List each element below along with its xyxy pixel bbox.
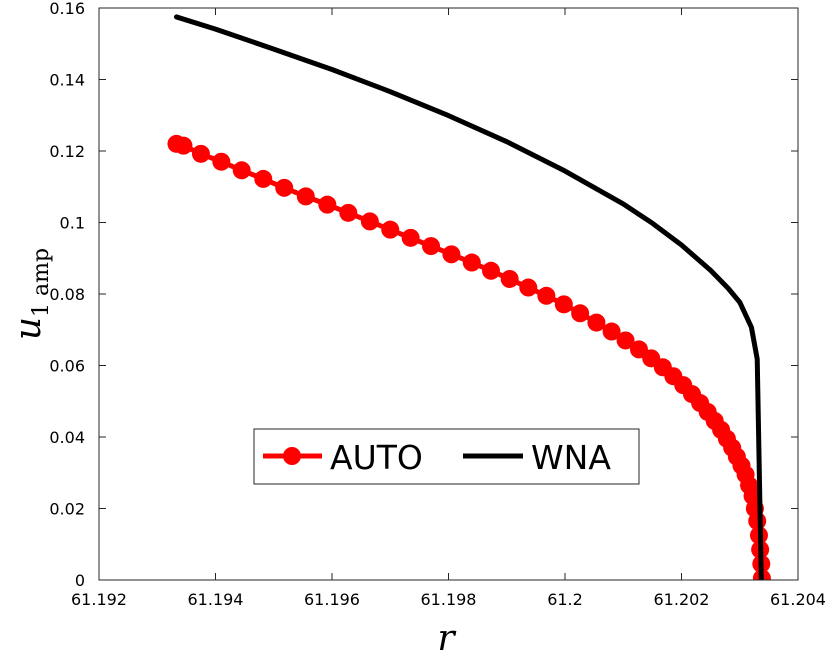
data-point-auto [519, 278, 538, 297]
data-point-auto [401, 228, 420, 247]
series-layer [167, 14, 771, 580]
svg-text:u1 amp: u1 amp [8, 248, 54, 340]
x-tick-label: 61.198 [421, 590, 477, 609]
y-tick-label: 0.02 [49, 500, 85, 519]
data-point-auto [602, 322, 621, 341]
y-axis-title-subscript: 1 amp [29, 248, 54, 317]
legend-label-wna: WNA [531, 438, 611, 477]
y-tick-label: 0.14 [49, 71, 85, 90]
data-point-auto [442, 245, 461, 264]
x-tick-label: 61.204 [770, 590, 826, 609]
legend-marker-auto [283, 447, 301, 465]
y-tick-label: 0.16 [49, 0, 85, 18]
tick-layer [98, 7, 799, 581]
x-tick-label: 61.194 [188, 590, 244, 609]
data-point-auto [537, 286, 556, 305]
data-point-auto [275, 178, 294, 197]
y-tick-label: 0.12 [49, 142, 85, 161]
data-point-auto [462, 253, 481, 272]
data-point-auto [587, 313, 606, 332]
data-point-auto [616, 331, 635, 350]
data-point-auto [360, 212, 379, 231]
data-point-auto [482, 261, 501, 280]
data-point-auto [381, 220, 400, 239]
data-point-auto [554, 295, 573, 314]
legend: AUTO WNA [253, 428, 640, 485]
x-axis-title: r [437, 618, 456, 655]
data-point-auto [191, 144, 210, 163]
data-point-auto [254, 169, 273, 188]
data-point-auto [232, 161, 251, 180]
x-tick-label: 61.202 [654, 590, 710, 609]
data-point-auto [212, 152, 231, 171]
y-tick-label: 0 [75, 571, 85, 590]
plot-frame [98, 7, 799, 581]
legend-label-auto: AUTO [330, 438, 423, 477]
y-axis-title: u1 amp [8, 248, 54, 340]
x-tick-label: 61.192 [71, 590, 127, 609]
data-point-auto [422, 237, 441, 256]
y-tick-label: 0.1 [60, 214, 85, 233]
data-point-auto [339, 203, 358, 222]
data-point-auto [174, 136, 193, 155]
y-tick-label: 0.08 [49, 285, 85, 304]
data-point-auto [318, 195, 337, 214]
y-axis-title-main: u [8, 317, 49, 340]
data-point-auto [500, 269, 519, 288]
data-point-auto [296, 187, 315, 206]
x-tick-label: 61.196 [304, 590, 360, 609]
y-tick-label: 0.06 [49, 357, 85, 376]
label-layer: 61.192 61.194 61.196 61.198 61.2 61.202 61.204… [49, 0, 826, 609]
series-line-auto [173, 141, 765, 580]
y-tick-label: 0.04 [49, 428, 85, 447]
data-point-auto [571, 304, 590, 323]
series-line-wna [173, 14, 764, 580]
x-tick-label: 61.2 [547, 590, 583, 609]
